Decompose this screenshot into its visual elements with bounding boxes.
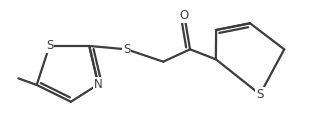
Text: O: O bbox=[180, 9, 189, 22]
Text: S: S bbox=[123, 43, 130, 56]
Text: S: S bbox=[256, 88, 264, 101]
Text: N: N bbox=[94, 78, 103, 91]
Text: S: S bbox=[46, 39, 53, 52]
